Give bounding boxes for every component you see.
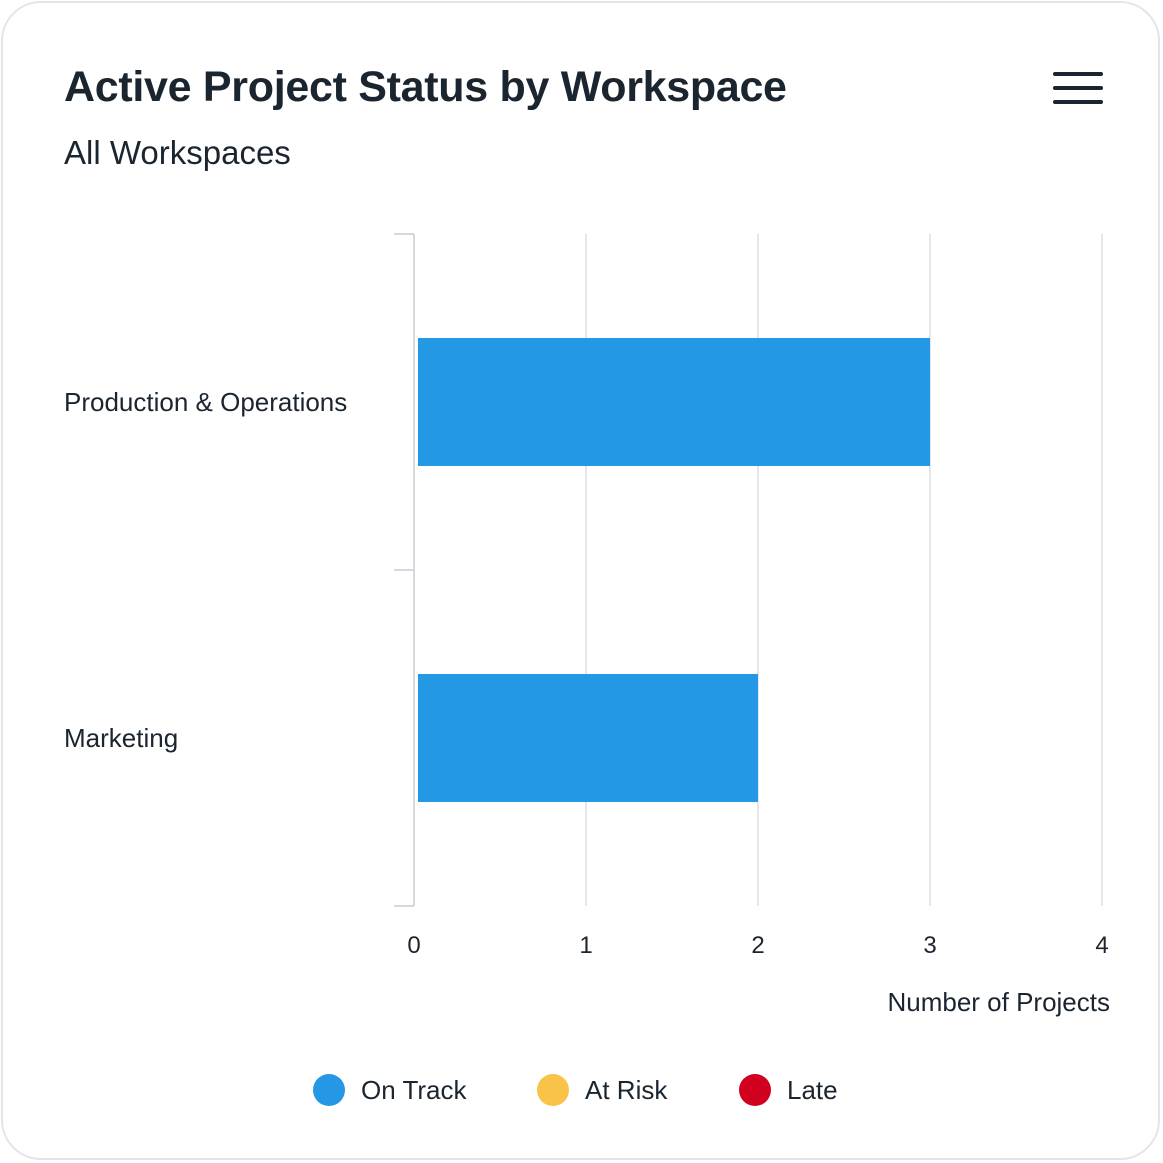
menu-line — [1053, 86, 1103, 90]
legend-marker — [739, 1074, 771, 1106]
legend-label: Late — [787, 1074, 838, 1105]
legend-item-on-track[interactable]: On Track — [313, 1070, 466, 1110]
x-tick-label: 1 — [579, 932, 592, 959]
menu-line — [1053, 100, 1103, 104]
x-tick-label: 2 — [751, 932, 764, 959]
bars — [418, 338, 930, 802]
axes: 0 1 2 3 4 Production & Operations Marketing — [64, 233, 1109, 959]
hamburger-menu-icon[interactable] — [1053, 68, 1105, 108]
y-category-label: Marketing — [64, 723, 178, 753]
x-tick-label: 0 — [407, 932, 420, 959]
y-category-label: Production & Operations — [64, 387, 347, 417]
x-tick-label: 3 — [923, 932, 936, 959]
legend-label: On Track — [361, 1074, 467, 1105]
chart-title: Active Project Status by Workspace — [64, 63, 787, 111]
x-axis-title: Number of Projects — [887, 987, 1110, 1017]
legend-marker — [313, 1074, 345, 1106]
legend: On Track At Risk Late — [3, 1070, 1162, 1110]
bar — [418, 338, 930, 466]
x-tick-label: 4 — [1095, 932, 1108, 959]
legend-marker — [537, 1074, 569, 1106]
chart-subtitle: All Workspaces — [64, 134, 291, 171]
bar — [418, 674, 758, 802]
menu-line — [1053, 72, 1103, 76]
bar-chart: 0 1 2 3 4 Production & Operations Marketing Nu… — [64, 233, 1110, 1017]
legend-item-late[interactable]: Late — [739, 1070, 838, 1110]
legend-item-at-risk[interactable]: At Risk — [537, 1070, 667, 1110]
grid — [585, 234, 1103, 906]
legend-label: At Risk — [585, 1074, 668, 1105]
